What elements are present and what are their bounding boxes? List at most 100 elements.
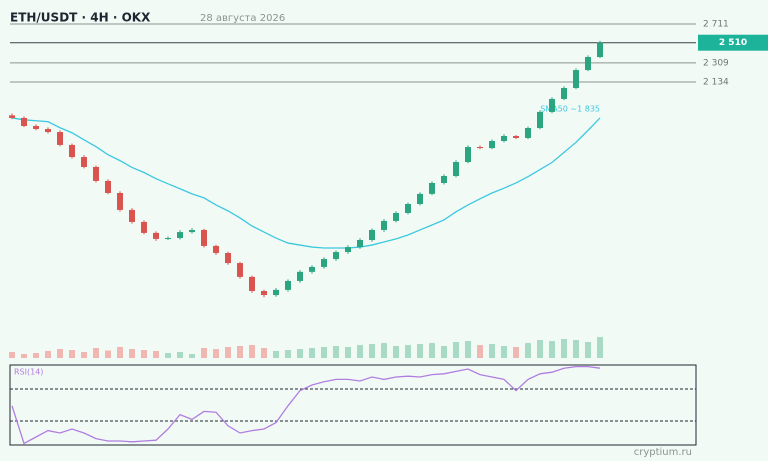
- candle-body: [9, 115, 15, 118]
- volume-bar: [501, 346, 507, 358]
- volume-bar: [45, 351, 51, 358]
- candle-body: [21, 117, 27, 126]
- volume-bar: [21, 354, 27, 358]
- volume-bar: [453, 342, 459, 358]
- volume-bar: [561, 339, 567, 358]
- candle-body: [237, 263, 243, 277]
- volume-bar: [225, 347, 231, 358]
- candle-body: [297, 271, 303, 281]
- y-tick-label: 2 711: [703, 20, 729, 30]
- volume-bar: [393, 346, 399, 358]
- volume-bar: [285, 350, 291, 358]
- date: 28 августа 2026: [200, 13, 285, 24]
- candle-body: [585, 57, 591, 71]
- volume-bar: [345, 347, 351, 358]
- volume-bar: [405, 345, 411, 358]
- rsi-panel: [9, 364, 697, 446]
- volume-bar: [549, 341, 555, 358]
- candle-body: [225, 252, 231, 264]
- candle-body: [525, 128, 531, 138]
- candle-body: [285, 280, 291, 290]
- candle-body: [489, 141, 495, 149]
- volume-bar: [321, 347, 327, 358]
- candle-body: [381, 220, 387, 230]
- volume-bar: [57, 349, 63, 358]
- volume-bar: [105, 350, 111, 358]
- candle-body: [45, 128, 51, 133]
- volume-bar: [333, 346, 339, 358]
- volume-bar: [597, 337, 603, 358]
- volume-bar: [165, 353, 171, 358]
- volume-bar: [369, 344, 375, 358]
- candle-body: [573, 70, 579, 89]
- volume-bar: [525, 343, 531, 358]
- candle-body: [57, 132, 63, 145]
- candle-body: [537, 111, 543, 129]
- candle-body: [249, 276, 255, 291]
- volume-bar: [33, 353, 39, 358]
- volume-bar: [513, 347, 519, 358]
- current-price-label: 2 510: [719, 38, 747, 48]
- candle-body: [405, 204, 411, 214]
- candle-body: [477, 147, 483, 149]
- volume-bar: [93, 348, 99, 358]
- candle-body: [213, 245, 219, 253]
- volume-bar: [213, 349, 219, 358]
- candle-body: [597, 42, 603, 58]
- volume-bar: [477, 345, 483, 358]
- candle-body: [129, 209, 135, 222]
- volume-bar: [189, 354, 195, 358]
- volume-bar: [273, 351, 279, 358]
- candle-body: [369, 229, 375, 240]
- volume-bar: [237, 346, 243, 358]
- candle-body: [81, 157, 87, 167]
- candle-body: [441, 176, 447, 183]
- rsi-line: [11, 365, 601, 445]
- volume-bar: [153, 351, 159, 358]
- candle-body: [33, 125, 39, 129]
- candle-body: [69, 144, 75, 158]
- candle-body: [345, 247, 351, 253]
- volume-bar: [129, 349, 135, 358]
- sma-label: SMA50 ~1 835: [540, 104, 600, 113]
- candle-body: [393, 213, 399, 221]
- volume-bar: [357, 345, 363, 358]
- candle-body: [309, 266, 315, 272]
- volume-bar: [249, 345, 255, 358]
- chart-title: ETH/USDT · 4H · OKX: [10, 11, 151, 25]
- candle-body: [93, 166, 99, 181]
- candle-body: [333, 252, 339, 260]
- candle-body: [177, 232, 183, 239]
- watermark: cryptium.ru: [634, 447, 692, 458]
- current-price-badge: [698, 34, 768, 51]
- candle-body: [153, 232, 159, 239]
- volume-bar: [141, 350, 147, 358]
- volume-bar: [585, 342, 591, 358]
- candle-body: [189, 229, 195, 233]
- sma-line: [11, 117, 601, 249]
- volume-bar: [81, 352, 87, 358]
- candle-body: [357, 239, 363, 248]
- volume-bar: [117, 347, 123, 358]
- volume-bar: [537, 340, 543, 358]
- candle-body: [141, 221, 147, 233]
- rsi-label: RSI(14): [14, 368, 43, 377]
- candle-body: [429, 182, 435, 194]
- volume-bar: [417, 344, 423, 358]
- candle-body: [165, 238, 171, 240]
- candle-body: [105, 180, 111, 193]
- candle-body: [561, 88, 567, 99]
- volume-bar: [465, 341, 471, 358]
- candle-body: [513, 135, 519, 138]
- volume-bar: [69, 350, 75, 358]
- volume-bar: [489, 344, 495, 358]
- volume-bar: [9, 352, 15, 358]
- candle-body: [453, 162, 459, 177]
- candle-body: [273, 289, 279, 296]
- candle-body: [549, 98, 555, 112]
- candle-body: [321, 259, 327, 267]
- volume-bar: [201, 348, 207, 358]
- candle-body: [417, 193, 423, 205]
- candle-body: [501, 135, 507, 142]
